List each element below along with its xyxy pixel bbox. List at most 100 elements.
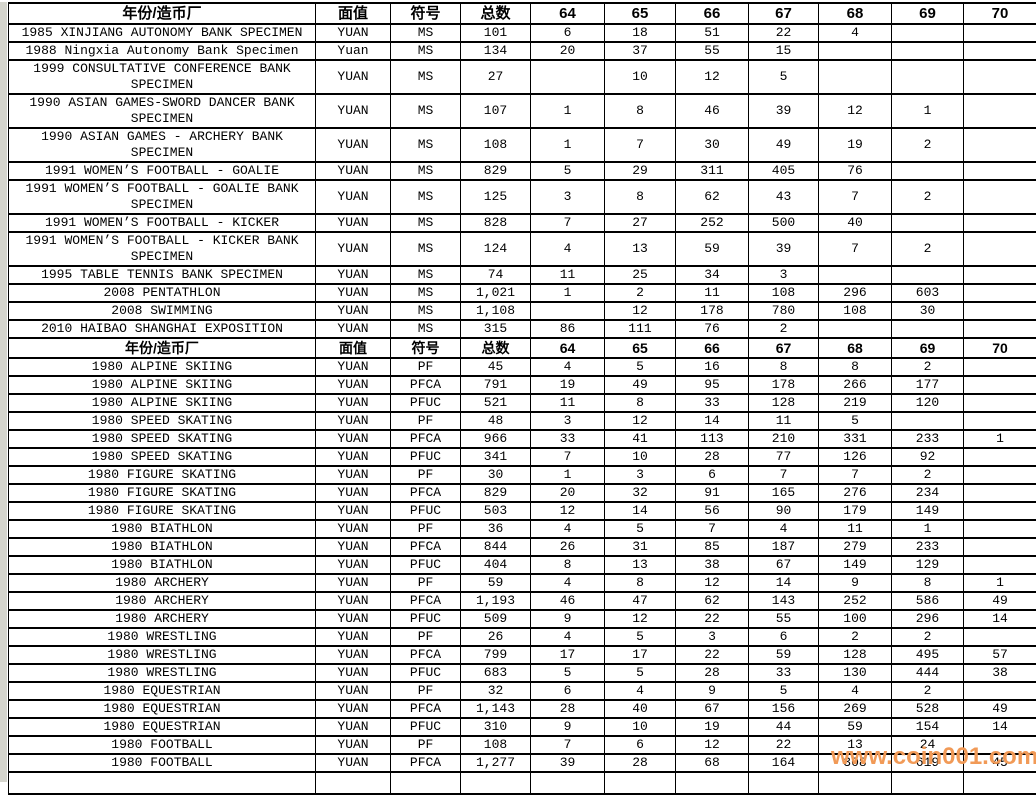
value-cell [964,128,1036,162]
value-cell: 6 [605,736,676,754]
value-cell [964,628,1036,646]
value-cell: 311 [676,162,749,180]
value-cell: YUAN [316,538,391,556]
value-cell: 37 [605,42,676,60]
value-cell: 12 [531,502,605,520]
value-cell [892,320,964,338]
value-cell: 111 [605,320,676,338]
value-cell: 120 [892,394,964,412]
value-cell [964,358,1036,376]
value-cell: 1,193 [461,592,531,610]
value-cell: 24 [892,736,964,754]
value-cell: 603 [892,284,964,302]
value-cell [676,772,749,794]
value-cell: 108 [819,302,892,320]
value-cell: 30 [676,128,749,162]
value-cell: MS [391,180,461,214]
value-cell: PF [391,574,461,592]
value-cell: 4 [531,232,605,266]
value-cell: 1,277 [461,754,531,772]
value-cell [892,162,964,180]
value-cell: 5 [531,664,605,682]
value-cell: 22 [749,736,819,754]
column-header-year-mint: 年份/造币厂 [9,338,316,358]
value-cell [964,448,1036,466]
value-cell: 14 [676,412,749,430]
value-cell: PFUC [391,394,461,412]
value-cell: 11 [749,412,819,430]
column-header: 67 [749,338,819,358]
value-cell: 125 [461,180,531,214]
value-cell: 38 [676,556,749,574]
value-cell: 1 [531,128,605,162]
value-cell: 45 [964,754,1036,772]
value-cell: YUAN [316,412,391,430]
value-cell: YUAN [316,358,391,376]
value-cell: 5 [749,60,819,94]
value-cell: 33 [531,430,605,448]
value-cell [531,60,605,94]
value-cell [964,412,1036,430]
value-cell: 86 [531,320,605,338]
value-cell: 14 [964,718,1036,736]
value-cell [964,502,1036,520]
value-cell [964,556,1036,574]
item-name-cell: 1980 BIATHLON [9,538,316,556]
value-cell: 4 [531,358,605,376]
value-cell: 47 [605,592,676,610]
value-cell: 49 [749,128,819,162]
item-name-cell: 1980 ARCHERY [9,610,316,628]
value-cell: 586 [892,592,964,610]
value-cell: 7 [749,466,819,484]
value-cell: 509 [461,610,531,628]
value-cell: PF [391,628,461,646]
value-cell [892,214,964,232]
value-cell: PFCA [391,700,461,718]
value-cell: 29 [605,162,676,180]
value-cell: 315 [461,320,531,338]
value-cell: 39 [531,754,605,772]
value-cell: 49 [605,376,676,394]
value-cell: 1 [892,520,964,538]
value-cell: 9 [676,682,749,700]
value-cell: 178 [676,302,749,320]
value-cell: 4 [819,24,892,42]
value-cell: 266 [819,376,892,394]
value-cell: 14 [605,502,676,520]
value-cell: 165 [749,484,819,502]
column-header: 符号 [391,338,461,358]
value-cell [819,42,892,60]
value-cell: 43 [749,180,819,214]
value-cell: MS [391,302,461,320]
value-cell: YUAN [316,502,391,520]
value-cell: 10 [605,718,676,736]
value-cell: 234 [892,484,964,502]
value-cell: 503 [461,502,531,520]
value-cell: 1,108 [461,302,531,320]
item-name-cell: 1980 EQUESTRIAN [9,700,316,718]
column-header: 68 [819,338,892,358]
value-cell: 76 [819,162,892,180]
item-name-cell: 1980 WRESTLING [9,646,316,664]
column-header: 64 [531,3,605,24]
value-cell: 20 [531,42,605,60]
value-cell: 59 [749,646,819,664]
value-cell: 269 [819,700,892,718]
value-cell: 799 [461,646,531,664]
item-name-cell: 1980 EQUESTRIAN [9,718,316,736]
value-cell: 966 [461,430,531,448]
value-cell [964,24,1036,42]
value-cell [316,772,391,794]
value-cell: PFUC [391,502,461,520]
value-cell: YUAN [316,736,391,754]
value-cell: YUAN [316,700,391,718]
value-cell: MS [391,24,461,42]
column-header: 67 [749,3,819,24]
value-cell: 15 [749,42,819,60]
item-name-cell: 1980 ALPINE SKIING [9,394,316,412]
value-cell: 296 [892,610,964,628]
